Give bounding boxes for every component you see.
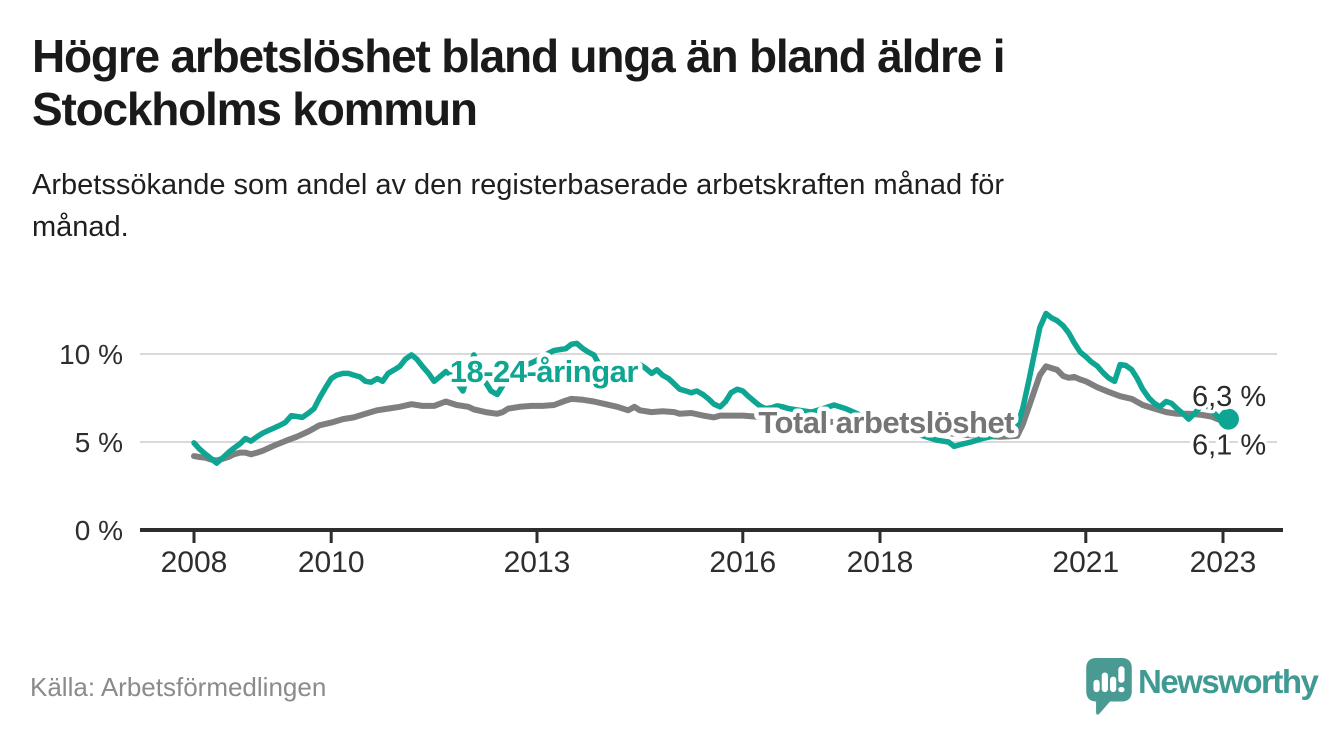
newsworthy-brand: Newsworthy (1086, 657, 1319, 717)
title-line-1: Högre arbetslöshet bland unga än bland ä… (32, 30, 1006, 82)
page-title: Högre arbetslöshet bland unga än bland ä… (32, 30, 1212, 136)
logo-speech-bubble (1086, 658, 1132, 715)
x-tick-label-2018: 2018 (847, 546, 914, 579)
x-tick-label-2008: 2008 (161, 546, 228, 579)
series-line-18-24-ringar (191, 310, 1232, 466)
newsworthy-wordmark: Newsworthy (1138, 663, 1319, 700)
source-note: Källa: Arbetsförmedlingen (30, 672, 327, 702)
series-label-total-arbetsl-shet: Total arbetslöshet (758, 405, 1014, 440)
y-tick-label-5pct: 5 % (75, 427, 123, 458)
x-tick-label-2021: 2021 (1052, 546, 1119, 579)
end-value-label-6-3-: 6,3 % (1192, 381, 1266, 413)
x-tick-label-2013: 2013 (504, 546, 571, 579)
x-tick-label-2016: 2016 (709, 546, 776, 579)
y-tick-label-10pct: 10 % (59, 339, 123, 370)
chart-subtitle: Arbetssökande som andel av den registerb… (32, 164, 1262, 248)
end-value-label-6-1-: 6,1 % (1192, 430, 1266, 462)
x-tick-label-2023: 2023 (1190, 546, 1257, 579)
title-line-2: Stockholms kommun (32, 83, 478, 135)
subtitle-line-2: månad. (32, 211, 129, 243)
series-end-dot (1217, 408, 1239, 430)
logo-bar-chart-glyph (1093, 666, 1125, 693)
subtitle-line-1: Arbetssökande som andel av den registerb… (32, 169, 1005, 201)
series-line-total-arbetsl-shet (191, 363, 1232, 464)
x-tick-label-2010: 2010 (298, 546, 365, 579)
y-tick-label-0pct: 0 % (75, 515, 123, 546)
newsworthy-logo-icon (1086, 658, 1132, 715)
series-label-18-24-ringar: 18-24-åringar (450, 354, 639, 389)
